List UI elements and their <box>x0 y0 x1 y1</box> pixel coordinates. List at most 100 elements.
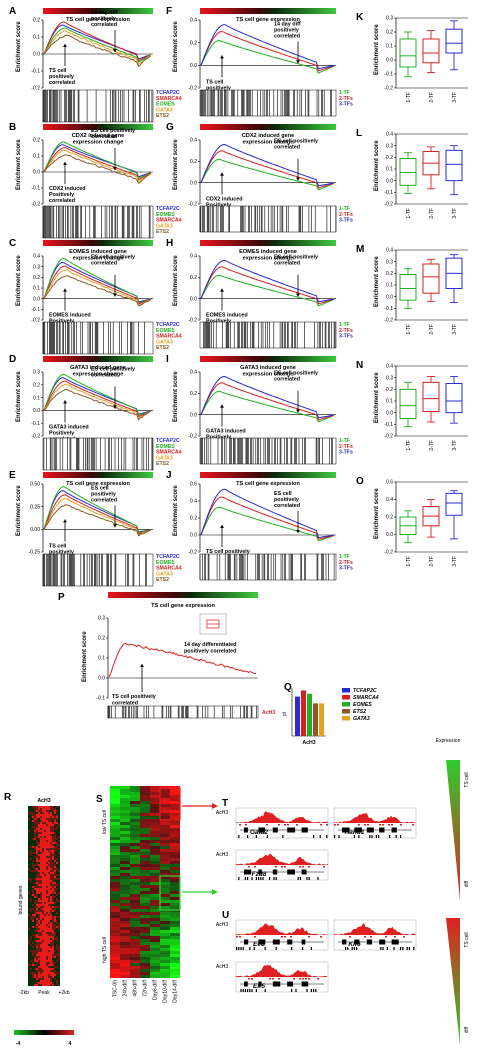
r-cell <box>38 892 40 894</box>
conservation-bar <box>308 877 310 880</box>
r-cell <box>52 884 54 886</box>
r-cell <box>44 862 46 864</box>
r-cell <box>52 968 54 970</box>
r-cell <box>38 930 40 932</box>
r-cell <box>46 978 48 980</box>
r-cell <box>46 902 48 904</box>
conservation-bar <box>408 947 410 950</box>
r-cell <box>40 876 42 878</box>
panel-C-tick-label: -0.1 <box>31 307 40 313</box>
r-cell <box>34 878 36 880</box>
r-cell <box>42 962 44 964</box>
gene-exon <box>258 869 262 875</box>
r-cell <box>46 894 48 896</box>
s-cell <box>160 918 170 921</box>
s-cell <box>150 867 160 870</box>
r-cell <box>50 898 52 900</box>
r-cell <box>34 848 36 850</box>
r-cell <box>34 816 36 818</box>
s-cell <box>110 900 120 903</box>
annotation-left: TS cell <box>49 543 67 549</box>
box-1-TF <box>399 510 417 543</box>
r-cell <box>46 948 48 950</box>
r-cell <box>34 930 36 932</box>
r-cell <box>40 914 42 916</box>
r-cell <box>48 902 50 904</box>
s-cell <box>140 915 150 918</box>
panel-N-tick-label: -0.2 <box>384 434 393 440</box>
s-cell <box>110 804 120 807</box>
r-cell <box>38 912 40 914</box>
r-cell <box>38 948 40 950</box>
r-cell <box>52 866 54 868</box>
legend-1-TF: 1-TF <box>339 90 350 96</box>
r-cell <box>48 966 50 968</box>
r-cell <box>28 928 30 930</box>
r-cell <box>42 934 44 936</box>
conservation-bar <box>297 877 299 880</box>
r-cell <box>34 984 36 986</box>
s-cell <box>170 969 180 972</box>
panel-C-tick-label: 0.0 <box>33 296 40 302</box>
r-cell <box>50 812 52 814</box>
r-cell <box>58 946 60 948</box>
s-cell <box>130 846 140 849</box>
category-label: 3-TF <box>452 208 458 219</box>
r-cell <box>50 858 52 860</box>
r-cell <box>50 902 52 904</box>
s-column-label: Day10-diff <box>163 979 169 1002</box>
track-peak-call <box>379 824 381 826</box>
r-cell <box>42 968 44 970</box>
r-cell <box>48 838 50 840</box>
r-cell <box>44 818 46 820</box>
s-cell <box>150 894 160 897</box>
r-cell <box>56 920 58 922</box>
panel-N-tick-label: 0.4 <box>386 364 393 370</box>
r-cell <box>38 952 40 954</box>
r-cell <box>52 964 54 966</box>
s-cell <box>130 825 140 828</box>
es-curve-2-TFs <box>200 382 335 421</box>
r-cell <box>56 818 58 820</box>
r-cell <box>48 984 50 986</box>
s-cell <box>110 921 120 924</box>
s-cell <box>110 870 120 873</box>
r-cell <box>32 826 34 828</box>
annotation-right: correlated <box>274 377 300 383</box>
s-cell <box>130 831 140 834</box>
legend-3-TFs: 3-TFs <box>339 450 353 456</box>
r-cell <box>46 890 48 892</box>
gradient-title: TS cell gene expression <box>236 17 300 23</box>
legend-ETS2: ETS2 <box>156 345 169 351</box>
r-cell <box>54 884 56 886</box>
s-cell <box>110 840 120 843</box>
r-cell <box>42 878 44 880</box>
s-cell <box>130 897 140 900</box>
r-cell <box>56 828 58 830</box>
s-cell <box>160 876 170 879</box>
s-cell <box>140 828 150 831</box>
r-cell <box>52 816 54 818</box>
s-cell <box>160 873 170 876</box>
r-cell <box>38 962 40 964</box>
r-cell <box>48 824 50 826</box>
s-cell <box>110 849 120 852</box>
r-cell <box>44 924 46 926</box>
s-cell <box>130 975 140 978</box>
r-cell <box>46 924 48 926</box>
r-cell <box>40 936 42 938</box>
s-cell <box>150 900 160 903</box>
s-cell <box>150 912 160 915</box>
s-cell <box>140 870 150 873</box>
s-cell <box>110 954 120 957</box>
r-cell <box>52 890 54 892</box>
r-cell <box>46 832 48 834</box>
s-highlight-top <box>159 787 181 821</box>
gene-exon <box>366 939 373 945</box>
s-cell <box>160 807 170 810</box>
r-cell <box>56 822 58 824</box>
annotation-right: positively <box>91 16 116 22</box>
r-cell <box>36 816 38 818</box>
r-cell <box>48 858 50 860</box>
r-cell <box>46 870 48 872</box>
